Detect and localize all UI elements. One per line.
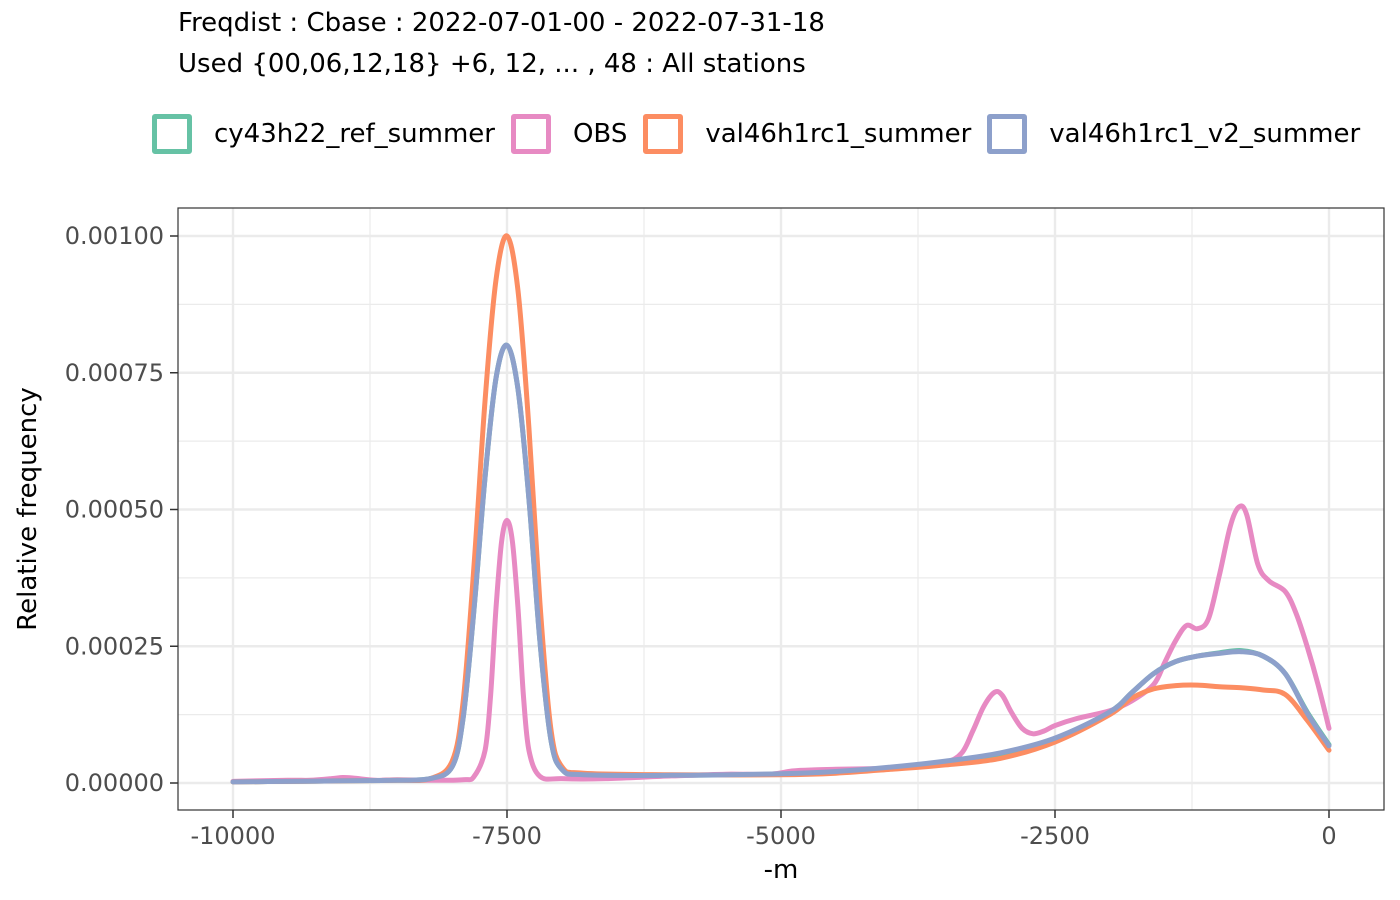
y-tick-label: 0.00050: [65, 496, 164, 524]
legend-label-cy43h22: cy43h22_ref_summer: [214, 119, 495, 149]
legend-key-val46h1rc1-v2: [987, 114, 1028, 154]
series-lines: [230, 233, 1332, 785]
grid: [178, 208, 1384, 810]
x-tick-label: 0: [1321, 822, 1336, 850]
x-tick-label: -2500: [1020, 822, 1090, 850]
legend-label-val46h1rc1: val46h1rc1_summer: [705, 119, 972, 149]
chart-title: Freqdist : Cbase : 2022-07-01-00 - 2022-…: [178, 8, 825, 38]
y-tick-label: 0.00075: [65, 359, 164, 387]
x-tick-label: -5000: [746, 822, 816, 850]
y-tick-label: 0.00025: [65, 632, 164, 660]
x-tick-label: -7500: [472, 822, 542, 850]
legend-label-obs: OBS: [572, 119, 628, 149]
legend-key-obs: [510, 114, 551, 154]
y-tick-label: 0.00100: [65, 222, 164, 250]
legend-key-cy43h22: [152, 114, 192, 154]
series-line-val46h1rc1-v2-summer: [230, 342, 1332, 785]
legend-label-val46h1rc1-v2: val46h1rc1_v2_summer: [1049, 119, 1361, 149]
legend: cy43h22_ref_summer OBS val46h1rc1_summer…: [152, 114, 1376, 154]
axis-ticks: 0.00000 0.00025 0.00050 0.00075 0.00100 -1000…: [65, 222, 1337, 850]
x-axis-title: -m: [764, 855, 799, 885]
legend-item-val46h1rc1: val46h1rc1_summer: [643, 114, 971, 154]
chart-subtitle: Used {00,06,12,18} +6, 12, ... , 48 : Al…: [178, 49, 806, 79]
legend-item-val46h1rc1-v2: val46h1rc1_v2_summer: [987, 114, 1360, 154]
y-tick-label: 0.00000: [65, 769, 164, 797]
y-axis-title: Relative frequency: [13, 387, 43, 631]
legend-key-val46h1rc1: [643, 114, 684, 154]
legend-item-obs: OBS: [510, 114, 628, 154]
x-tick-label: -10000: [190, 822, 275, 850]
legend-item-cy43h22: cy43h22_ref_summer: [152, 114, 495, 154]
